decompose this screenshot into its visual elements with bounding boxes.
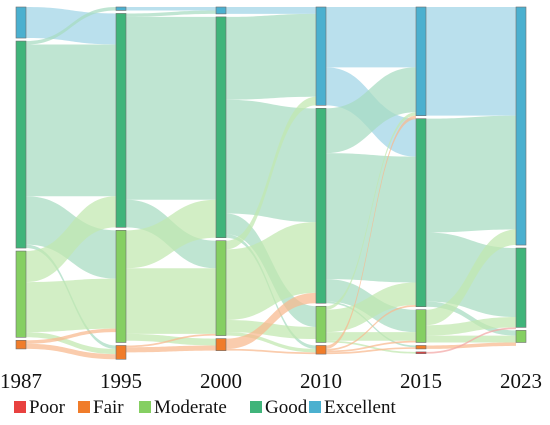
flow-1987-fair-to-1995-moderate [26, 328, 116, 344]
flow-2015-good-to-2023-moderate [426, 301, 516, 336]
flow-2010-good-to-2015-fair [326, 301, 416, 348]
node-2010-moderate [315, 305, 327, 343]
node-1987-fair [15, 339, 27, 350]
flow-2010-good-to-2015-good [326, 153, 416, 283]
flow-2010-moderate-to-2015-excellent [326, 112, 416, 310]
legend-swatch-poor [14, 401, 26, 413]
node-1995-excellent [115, 6, 127, 11]
flow-2015-excellent-to-2023-excellent [426, 7, 516, 116]
node-2010-good [315, 108, 327, 304]
flow-2010-moderate-to-2015-good [326, 282, 416, 333]
flow-2015-fair-to-2023-moderate [426, 342, 516, 349]
legend-swatch-fair [78, 401, 90, 413]
flow-2010-good-to-2015-excellent [326, 67, 416, 154]
legend-item-poor: Poor [14, 397, 66, 418]
legend-label-excellent: Excellent [324, 397, 396, 418]
flow-2000-good-to-2010-good [226, 99, 316, 223]
node-2015-moderate [415, 309, 427, 343]
flow-1987-moderate-to-1995-good [26, 196, 116, 283]
legend-label-good: Good [265, 397, 308, 418]
flow-2015-moderate-to-2023-good [426, 317, 516, 336]
node-2023-moderate [515, 330, 527, 343]
legend-label-moderate: Moderate [154, 397, 227, 418]
year-label-2015: 2015 [400, 369, 442, 393]
flow-1995-fair-to-2000-fair [126, 345, 216, 353]
legend-swatch-excellent [309, 401, 321, 413]
year-label-2000: 2000 [200, 369, 242, 393]
legend-item-good: Good [250, 397, 308, 418]
flow-2000-fair-to-2010-fair [226, 348, 316, 355]
legend-label-poor: Poor [29, 397, 66, 418]
legend-label-fair: Fair [93, 397, 124, 418]
legend: Poor Fair Moderate Good Excellent [14, 397, 396, 418]
flow-2010-fair-to-2015-excellent [326, 115, 416, 349]
node-2015-fair [415, 345, 427, 350]
flow-2000-moderate-to-2010-good [226, 222, 316, 321]
node-2000-moderate [215, 240, 227, 336]
flow-2010-fair-to-2015-fair [326, 347, 416, 355]
flow-1995-good-to-2000-excellent [126, 10, 216, 17]
flow-2000-good-to-2010-excellent [226, 13, 316, 100]
node-1995-moderate [115, 230, 127, 343]
legend-item-moderate: Moderate [139, 397, 227, 418]
year-label-2010: 2010 [300, 369, 342, 393]
flow-1995-fair-to-2000-moderate [126, 333, 216, 348]
flow-1995-moderate-to-2000-moderate [126, 268, 216, 334]
flow-1995-excellent-to-2000-excellent [126, 7, 216, 11]
node-2015-poor [415, 351, 427, 354]
flow-1995-moderate-to-2000-good [126, 199, 216, 269]
flow-1987-good-to-1995-excellent [26, 7, 116, 45]
flow-2000-moderate-to-2010-moderate [226, 320, 316, 340]
flow-2010-fair-to-2015-good [326, 304, 416, 351]
year-label-1995: 1995 [100, 369, 142, 393]
legend-swatch-good [250, 401, 262, 413]
node-2015-excellent [415, 6, 427, 116]
flow-2010-excellent-to-2015-excellent [326, 7, 416, 68]
flow-1987-good-to-1995-good [26, 44, 116, 197]
node-2015-good [415, 118, 427, 307]
flow-2015-good-to-2023-excellent [426, 115, 516, 233]
node-1987-good [15, 40, 27, 249]
node-2023-excellent [515, 6, 527, 246]
flow-2000-excellent-to-2010-excellent [226, 7, 316, 14]
node-2000-excellent [215, 6, 227, 15]
node-2023-good [515, 247, 527, 328]
node-1995-good [115, 13, 127, 228]
flow-2000-fair-to-2010-good [226, 292, 316, 349]
legend-item-excellent: Excellent [309, 397, 396, 418]
flow-2015-poor-to-2023-good [426, 327, 516, 354]
flow-2010-fair-to-2015-moderate [326, 340, 416, 353]
year-label-1987: 1987 [0, 369, 42, 393]
node-1995-fair [115, 345, 127, 360]
flow-2015-moderate-to-2023-moderate [426, 335, 516, 343]
flow-1987-moderate-to-1995-moderate [26, 278, 116, 333]
legend-swatch-moderate [139, 401, 151, 413]
node-2010-fair [315, 345, 327, 355]
node-1987-excellent [15, 6, 27, 39]
flow-1987-moderate-to-1995-fair [26, 332, 116, 355]
flow-2000-moderate-to-2010-excellent [226, 96, 316, 250]
node-2000-fair [215, 338, 227, 351]
node-2000-good [215, 16, 227, 239]
legend-item-fair: Fair [78, 397, 124, 418]
year-label-2023: 2023 [500, 369, 542, 393]
flow-1987-fair-to-1995-fair [26, 343, 116, 360]
node-1987-moderate [15, 250, 27, 338]
year-labels: 1987 1995 2000 2010 2015 2023 [0, 369, 542, 393]
flow-2010-moderate-to-2015-moderate [326, 332, 416, 341]
flow-links [26, 7, 516, 360]
node-2010-excellent [315, 6, 327, 106]
flow-1995-good-to-2000-good [126, 16, 216, 200]
year-nodes [15, 6, 527, 360]
flow-2015-moderate-to-2023-excellent [426, 229, 516, 326]
